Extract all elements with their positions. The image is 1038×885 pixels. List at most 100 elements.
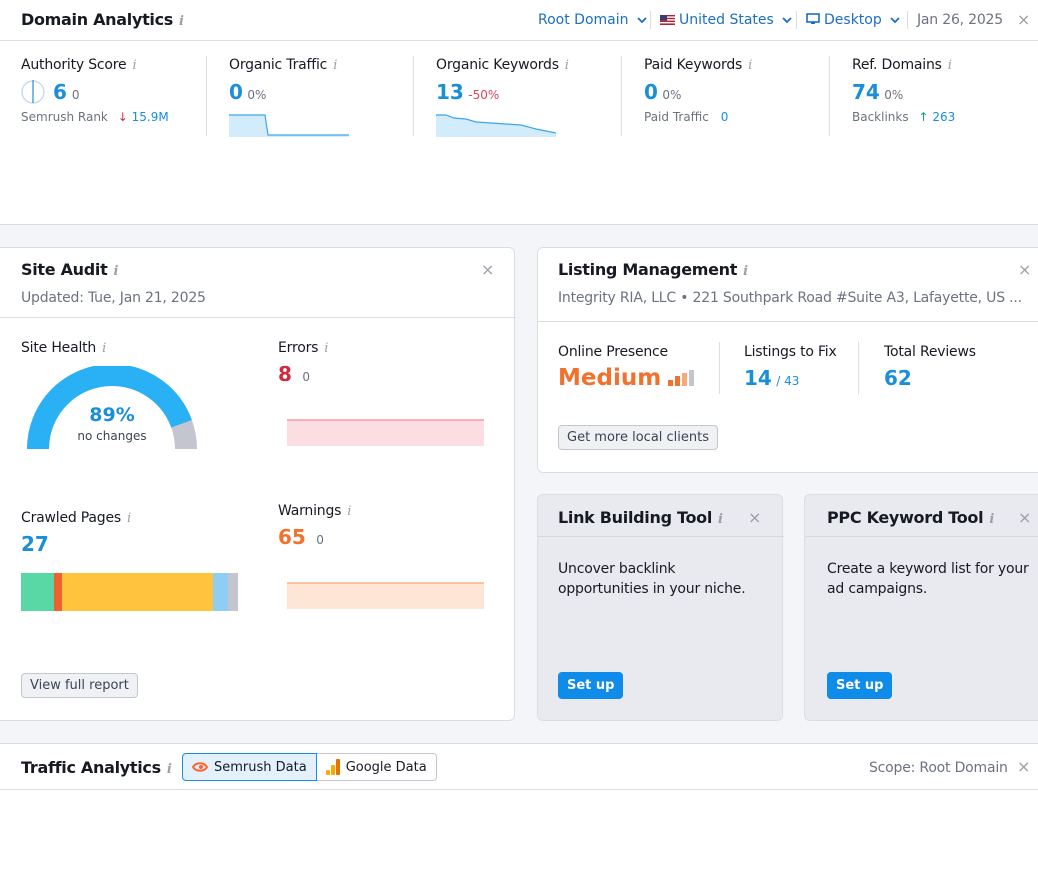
info-icon[interactable]: i	[166, 762, 172, 777]
signal-bars-icon	[668, 370, 695, 386]
backlinks-value[interactable]: 263	[932, 110, 956, 124]
info-icon[interactable]: i	[347, 504, 352, 519]
desktop-icon	[806, 13, 820, 24]
divider	[650, 11, 651, 29]
total-reviews-label: Total Reviews	[884, 344, 976, 360]
semrush-rank-label: Semrush Rank	[21, 110, 108, 124]
bar-segment-issues	[62, 573, 213, 611]
organic-traffic-delta: 0%	[247, 88, 267, 102]
info-icon[interactable]: i	[743, 264, 748, 279]
backlinks-label: Backlinks	[852, 110, 909, 124]
info-icon[interactable]: i	[179, 14, 184, 29]
errors-sparkline	[287, 419, 484, 446]
info-icon[interactable]: i	[333, 58, 338, 73]
close-icon[interactable]: ×	[1017, 757, 1031, 776]
header-divider	[0, 317, 516, 318]
data-source-toggle: Semrush Data Google Data	[182, 753, 437, 781]
metric-ref-domains[interactable]: Ref. Domains i 74 0% Backlinks ↑ 263	[852, 57, 956, 124]
info-icon[interactable]: i	[989, 512, 994, 527]
bar-segment-healthy	[21, 573, 54, 611]
info-icon[interactable]: i	[324, 341, 329, 356]
info-icon[interactable]: i	[102, 341, 107, 356]
close-icon[interactable]: ×	[481, 260, 495, 279]
organic-keywords-sparkline	[436, 114, 556, 137]
root-domain-select[interactable]: Root Domain	[538, 12, 647, 28]
arrow-up-icon: ↑	[918, 110, 929, 124]
info-icon[interactable]: i	[947, 58, 952, 73]
bar-segment-blocked	[228, 573, 238, 611]
ppc-keyword-title: PPC Keyword Tool i	[827, 508, 994, 527]
listings-to-fix-row[interactable]: 14 / 43	[744, 366, 799, 390]
semrush-rank-value[interactable]: 15.9M	[131, 110, 169, 124]
header-divider	[0, 40, 1038, 41]
header-divider	[538, 536, 784, 537]
info-icon[interactable]: i	[718, 512, 723, 527]
metric-authority-score[interactable]: Authority Score i 6 0 Semrush Rank ↓ 15.9…	[21, 57, 169, 124]
ref-domains-value: 74	[852, 80, 880, 104]
crawled-pages-label: Crawled Pages i	[21, 510, 131, 526]
divider	[829, 56, 830, 136]
online-presence-row[interactable]: Medium	[558, 365, 696, 391]
metric-paid-keywords[interactable]: Paid Keywords i 0 0% Paid Traffic 0	[644, 57, 753, 124]
ref-domains-delta: 0%	[884, 88, 904, 102]
authority-score-gauge-icon	[21, 80, 45, 104]
info-icon[interactable]: i	[127, 511, 131, 526]
link-building-title: Link Building Tool i	[558, 508, 723, 527]
authority-score-delta: 0	[71, 88, 80, 102]
divider	[206, 56, 207, 136]
bar-segment-redirects	[213, 573, 228, 611]
info-icon[interactable]: i	[113, 264, 119, 279]
report-date: Jan 26, 2025	[917, 12, 1003, 28]
organic-keywords-value: 13	[436, 80, 464, 104]
paid-traffic-value[interactable]: 0	[720, 110, 729, 124]
chevron-down-icon	[637, 17, 647, 24]
info-icon[interactable]: i	[748, 58, 753, 73]
divider	[907, 11, 908, 29]
device-select[interactable]: Desktop	[806, 12, 900, 28]
site-audit-updated: Updated: Tue, Jan 21, 2025	[21, 290, 206, 306]
info-icon[interactable]: i	[564, 58, 569, 73]
site-health-note: no changes	[77, 429, 147, 443]
errors-value: 8	[278, 362, 292, 386]
google-analytics-icon	[325, 759, 340, 775]
get-more-local-clients-button[interactable]: Get more local clients	[558, 425, 719, 450]
warnings-delta: 0	[316, 533, 324, 547]
domain-analytics-card: Domain Analytics i Root Domain United Sta…	[0, 0, 1038, 225]
close-icon[interactable]: ×	[1017, 10, 1031, 29]
total-reviews-value[interactable]: 62	[884, 366, 912, 390]
crawled-pages-value[interactable]: 27	[21, 532, 49, 556]
divider	[719, 342, 720, 394]
view-full-report-button[interactable]: View full report	[21, 673, 138, 698]
errors-label: Errors i	[278, 340, 329, 356]
site-health-gauge[interactable]	[26, 366, 198, 456]
close-icon[interactable]: ×	[748, 508, 762, 527]
metric-organic-traffic[interactable]: Organic Traffic i 0 0%	[229, 57, 338, 104]
country-select[interactable]: United States	[660, 12, 792, 28]
warnings-value-row[interactable]: 65 0	[278, 525, 324, 549]
online-presence-label: Online Presence	[558, 344, 668, 360]
crawled-pages-bar[interactable]	[21, 573, 238, 611]
ppc-keyword-description: Create a keyword list for your ad campai…	[827, 561, 1029, 597]
close-icon[interactable]: ×	[1018, 260, 1032, 279]
business-address: Integrity RIA, LLC • 221 Southpark Road …	[558, 290, 1022, 306]
tab-semrush-data[interactable]: Semrush Data	[182, 753, 317, 781]
paid-traffic-label: Paid Traffic	[644, 110, 709, 124]
domain-analytics-title: Domain Analytics i	[21, 10, 184, 29]
close-icon[interactable]: ×	[1018, 508, 1032, 527]
link-building-setup-button[interactable]: Set up	[558, 672, 624, 699]
ppc-keyword-setup-button[interactable]: Set up	[827, 672, 893, 699]
listings-total: / 43	[776, 374, 800, 388]
tab-google-data[interactable]: Google Data	[316, 753, 437, 781]
chevron-down-icon	[890, 17, 900, 24]
ppc-keyword-card: PPC Keyword Tool i × Create a keyword lis…	[804, 494, 1038, 721]
organic-traffic-sparkline	[229, 114, 349, 137]
metric-organic-keywords[interactable]: Organic Keywords i 13 -50%	[436, 57, 569, 104]
paid-keywords-delta: 0%	[662, 88, 682, 102]
errors-value-row[interactable]: 8 0	[278, 362, 310, 386]
us-flag-icon	[660, 15, 675, 25]
warnings-label: Warnings i	[278, 503, 352, 519]
header-divider	[538, 321, 1038, 322]
traffic-analytics-title: Traffic Analytics i	[21, 758, 172, 777]
arrow-down-icon: ↓	[117, 110, 128, 124]
info-icon[interactable]: i	[132, 58, 137, 73]
